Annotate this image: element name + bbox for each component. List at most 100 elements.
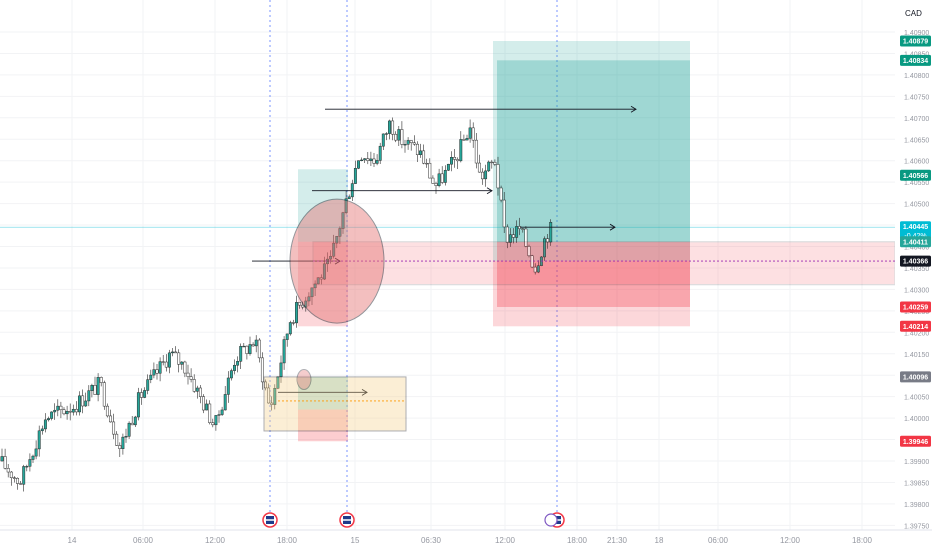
- candle-body: [22, 466, 26, 485]
- candle-body: [484, 170, 488, 180]
- candle-body: [549, 222, 553, 243]
- candle-body: [257, 339, 261, 359]
- candle-body: [391, 120, 395, 135]
- candle-body: [301, 304, 305, 308]
- price-tick-label: 1.40150: [904, 352, 929, 359]
- session-lines: [0, 0, 895, 515]
- drawing-tools[interactable]: [252, 105, 896, 432]
- candle-body: [233, 364, 236, 371]
- time-tick-label: 12:00: [495, 536, 516, 545]
- long-position-b-loss: [493, 261, 690, 327]
- price-badges: 1.408791.408341.405661.40445-0.42%1.4041…: [900, 35, 931, 447]
- candle-body: [25, 466, 29, 468]
- candle-body: [434, 183, 438, 186]
- candle-body: [493, 161, 497, 165]
- badge-stop-214: [900, 320, 931, 332]
- candle-body: [152, 369, 156, 376]
- candle-body: [211, 422, 215, 426]
- time-tick-label: 06:00: [708, 536, 729, 545]
- candle-body: [43, 419, 47, 430]
- price-tick-label: 1.40600: [904, 159, 929, 166]
- price-tick-label: 1.39850: [904, 480, 929, 487]
- time-axis[interactable]: 14 06:00 12:00 18:00 15 06:30 12:00 18:00 21:30 1…: [68, 536, 873, 545]
- candle-body: [90, 384, 94, 391]
- long-position-c-loss: [298, 241, 348, 327]
- candle-body: [536, 265, 540, 273]
- candle-body: [171, 351, 174, 354]
- price-tick-label: 1.40750: [904, 94, 929, 101]
- candle-body: [254, 339, 258, 347]
- candle-body: [226, 377, 230, 395]
- horizontal-ray-low-arrow: [361, 388, 368, 396]
- candle-body: [288, 322, 292, 335]
- candle-body: [310, 287, 314, 298]
- badge-current: [900, 221, 931, 242]
- candle-body: [180, 361, 184, 365]
- candle-body: [248, 344, 252, 354]
- candle-body: [524, 228, 528, 247]
- candle-body: [65, 411, 69, 415]
- badge-level-566-text: 1.40566: [903, 173, 928, 180]
- candle-body: [338, 228, 342, 237]
- candle-body: [109, 415, 112, 423]
- candle-body: [93, 384, 97, 395]
- event-markers[interactable]: [262, 512, 565, 528]
- candle-body: [40, 428, 44, 432]
- badge-level-096: [900, 371, 931, 383]
- time-tick-label: 18:00: [852, 536, 873, 545]
- candle-body: [508, 234, 512, 243]
- small-ellipse-highlight: [296, 368, 312, 390]
- badge-stop-259: [900, 301, 931, 313]
- long-position-a-profit: [497, 60, 690, 242]
- price-tick-label: 1.40900: [904, 30, 929, 37]
- time-tick-label: 12:00: [205, 536, 226, 545]
- badge-target-upper: [900, 35, 931, 47]
- candle-body: [130, 422, 134, 426]
- candle-body: [16, 477, 19, 484]
- candle-body: [332, 242, 336, 257]
- price-tick-label: 1.40000: [904, 416, 929, 423]
- candle-body: [443, 169, 447, 183]
- price-tick-label: 1.40550: [904, 180, 929, 187]
- candle-body: [47, 418, 50, 421]
- badge-stop-214-text: 1.40214: [903, 324, 928, 331]
- time-tick-label: 18: [655, 536, 664, 545]
- candle-body: [214, 415, 218, 426]
- candle-body: [140, 392, 143, 398]
- candle-body: [462, 139, 466, 141]
- candle-body: [397, 129, 401, 141]
- candle-body: [313, 283, 317, 289]
- time-tick-label: 18:00: [277, 536, 298, 545]
- candle-body: [121, 436, 125, 449]
- candle-body: [270, 402, 274, 405]
- candle-body: [316, 277, 320, 285]
- candle-body: [546, 238, 550, 243]
- candle-body: [298, 302, 302, 306]
- price-tick-label: 1.40650: [904, 137, 929, 144]
- candle-body: [521, 228, 525, 230]
- candle-body: [285, 333, 289, 340]
- candle-body: [350, 183, 354, 198]
- supply-demand-zone: [312, 241, 896, 286]
- candle-body: [477, 162, 481, 173]
- candle-body: [68, 411, 72, 413]
- candle-body: [127, 422, 131, 437]
- long-position-d-profit: [298, 376, 348, 410]
- candle-body: [186, 372, 190, 377]
- us-flag-event-2[interactable]: [339, 512, 355, 528]
- badge-level-411-text: 1.40411: [903, 239, 928, 246]
- candle-body: [102, 382, 106, 407]
- candle-body: [329, 255, 333, 260]
- candle-body: [3, 456, 7, 469]
- position-zones: [298, 41, 690, 442]
- candle-body: [428, 162, 432, 179]
- candle-body: [487, 161, 491, 172]
- price-tick-label: 1.40400: [904, 245, 929, 252]
- time-tick-label: 06:30: [421, 536, 442, 545]
- us-flag-event-1[interactable]: [262, 512, 278, 528]
- candle-body: [419, 150, 422, 155]
- price-tick-label: 1.40500: [904, 202, 929, 209]
- candle-body: [357, 160, 360, 169]
- price-tick-label: 1.40700: [904, 116, 929, 123]
